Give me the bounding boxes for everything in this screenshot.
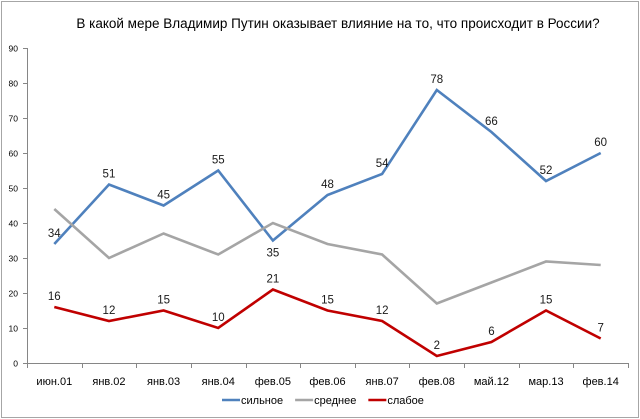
data-label: 54	[376, 158, 389, 170]
x-tick-label: янв.03	[147, 376, 180, 388]
series-line-слабое	[53, 288, 602, 358]
y-tick-label: 50	[9, 184, 19, 194]
y-tick-label: 0	[13, 359, 18, 369]
data-label: 2	[434, 340, 440, 352]
y-tick-label: 90	[9, 44, 19, 54]
data-label: 21	[266, 274, 279, 286]
x-tick-label: янв.04	[202, 376, 235, 388]
legend-label: среднее	[314, 395, 356, 407]
y-tick-label: 80	[9, 79, 19, 89]
y-tick-label: 10	[9, 324, 19, 334]
data-label: 15	[540, 295, 553, 307]
data-label: 10	[212, 312, 225, 324]
x-tick-label: фев.14	[583, 376, 619, 388]
y-tick-label: 20	[9, 289, 19, 299]
data-label: 52	[540, 165, 553, 177]
data-label: 12	[103, 305, 116, 317]
y-tick-label: 30	[9, 254, 19, 264]
y-tick-label: 60	[9, 149, 19, 159]
x-tick-label: фев.05	[255, 376, 291, 388]
chart-title: В какой мере Владимир Путин оказывает вл…	[76, 16, 599, 31]
x-tick-label: янв.02	[92, 376, 125, 388]
data-label: 16	[48, 291, 61, 303]
data-label: 78	[430, 74, 443, 86]
legend-label: сильное	[241, 395, 283, 407]
y-tick-label: 70	[9, 114, 19, 124]
data-label: 35	[266, 248, 279, 260]
x-tick-label: май.12	[474, 376, 509, 388]
data-label: 6	[488, 326, 494, 338]
data-label: 12	[376, 305, 389, 317]
series-line-сильное	[53, 88, 602, 245]
data-labels: 34 51 45 55 35 48 54 78 66 52 60 16 12 15 10 21 15 12 2 6 15…	[48, 74, 607, 352]
x-tick-label: июн.01	[36, 376, 72, 388]
data-label: 60	[594, 137, 607, 149]
series-layer	[53, 88, 602, 358]
x-tick-label: фев.08	[419, 376, 455, 388]
data-label: 7	[597, 323, 603, 335]
y-tick-label: 40	[9, 219, 19, 229]
axes: 0 10 20 30 40 50 60 70 80 90 июн.01 янв.02 янв.03 янв…	[9, 44, 629, 388]
data-label: 66	[485, 116, 498, 128]
x-tick-label: янв.07	[366, 376, 399, 388]
data-label: 55	[212, 155, 225, 167]
x-tick-label: мар.13	[528, 376, 563, 388]
data-label: 34	[48, 228, 61, 240]
data-label: 51	[103, 169, 116, 181]
legend: сильное среднее слабое	[222, 395, 424, 407]
data-label: 45	[157, 190, 170, 202]
data-label: 15	[321, 295, 334, 307]
series-line-среднее	[53, 208, 601, 305]
legend-label: слабое	[387, 395, 424, 407]
data-label: 15	[157, 295, 170, 307]
data-label: 48	[321, 179, 334, 191]
x-tick-label: фев.06	[309, 376, 345, 388]
